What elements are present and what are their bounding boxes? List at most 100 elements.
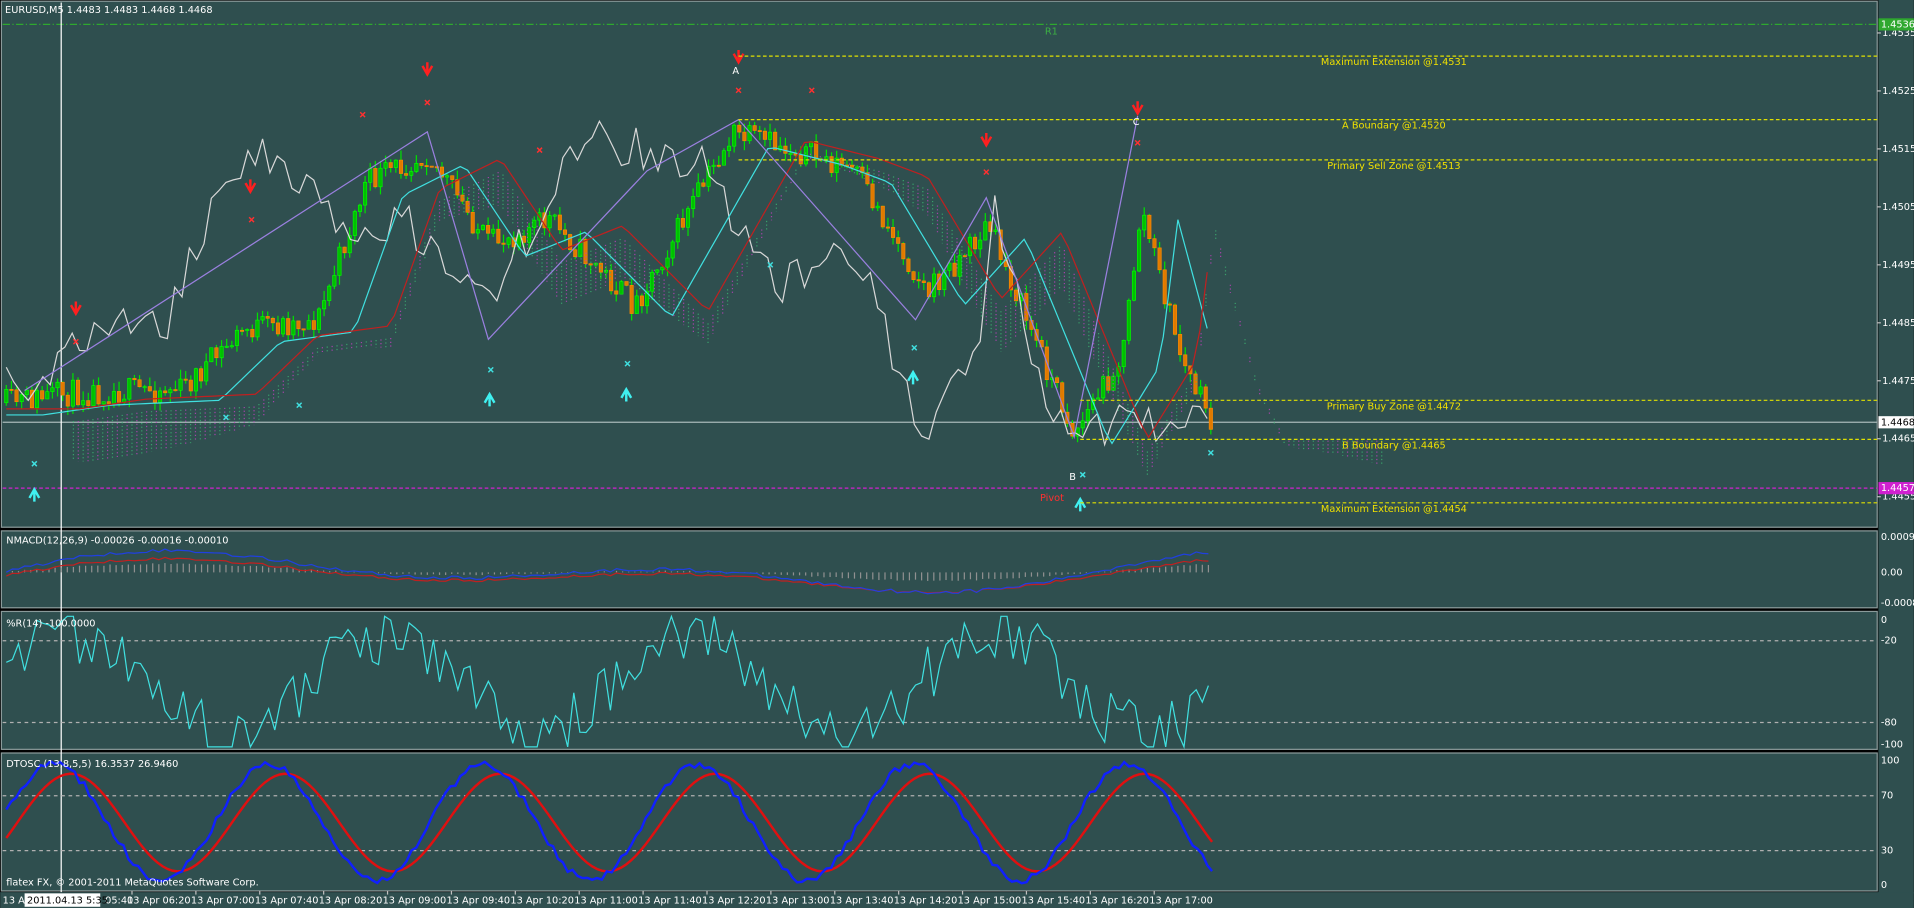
candle-body	[29, 389, 34, 409]
wpr-axis-label: 0	[1881, 615, 1887, 626]
candle-body	[142, 386, 147, 389]
candle-body	[311, 320, 316, 330]
sell-mark	[536, 147, 543, 154]
candle-body	[342, 246, 347, 254]
candle-body	[214, 347, 219, 359]
price-label: 1.4515	[1882, 144, 1914, 155]
candle-body	[301, 328, 306, 331]
candle-body	[409, 171, 414, 176]
dtosc-line	[5, 759, 1214, 885]
candle-body	[557, 214, 562, 231]
dtosc-axis-label: 0	[1881, 880, 1887, 891]
buy-mark	[296, 402, 303, 409]
kijun-line	[6, 147, 1208, 445]
candle-body	[1101, 376, 1106, 399]
candle-body	[670, 241, 675, 259]
candle-body	[460, 194, 465, 202]
candle-body	[1121, 339, 1126, 367]
candle-body	[265, 316, 270, 319]
dtosc-axis-label: 70	[1881, 791, 1893, 802]
candle-body	[1060, 382, 1065, 413]
candle-body	[1152, 238, 1157, 249]
wpr-axis-label: -20	[1881, 636, 1897, 647]
candle-body	[921, 280, 926, 284]
candle-body	[9, 389, 14, 391]
candle-body	[911, 271, 916, 280]
candle-body	[983, 221, 988, 241]
sell-mark	[72, 338, 79, 345]
candle-body	[19, 394, 24, 403]
cursor-time-box	[24, 893, 101, 907]
buy-arrow	[483, 391, 496, 407]
candle-body	[875, 205, 880, 209]
candle-body	[229, 345, 234, 348]
candle-body	[901, 243, 906, 260]
candle-body	[624, 281, 629, 286]
price-axis	[1878, 0, 1914, 894]
candle-body	[255, 319, 260, 338]
price-tag-label: 1.4457	[1881, 483, 1914, 494]
candle-body	[491, 228, 496, 234]
r1-label: R1	[1045, 27, 1058, 38]
candle-body	[762, 130, 767, 140]
buy-arrow	[28, 486, 41, 502]
price-tag	[1878, 18, 1914, 31]
candle-body	[388, 162, 393, 168]
candle-body	[906, 258, 911, 272]
wpr-line	[6, 614, 1209, 750]
time-fragment: 05:40	[105, 896, 133, 907]
buy-arrow	[907, 369, 920, 385]
candle-body	[434, 166, 439, 169]
price-label: 1.4475	[1882, 376, 1914, 387]
dtosc-axis-label: 100	[1881, 755, 1900, 766]
candle-body	[855, 166, 860, 169]
candle-body	[1096, 397, 1101, 400]
level-label: Primary Sell Zone @1.4513	[1327, 161, 1460, 172]
candle-body	[111, 391, 116, 404]
candle-body	[70, 379, 75, 407]
sell-arrow	[69, 301, 82, 317]
candle-body	[250, 329, 255, 338]
candle-body	[978, 239, 983, 250]
candle-body	[552, 214, 557, 217]
candle-body	[1080, 420, 1085, 429]
candle-body	[245, 329, 250, 331]
price-label: 1.4495	[1882, 260, 1914, 271]
time-label: 13 Apr 15:00	[958, 896, 1022, 907]
candle-body	[788, 152, 793, 155]
candle-body	[609, 269, 614, 292]
buy-mark	[223, 414, 229, 421]
candle-body	[204, 361, 209, 382]
candle-body	[1055, 377, 1060, 383]
time-label: 13 Apr 14:20	[894, 896, 958, 907]
candle-body	[993, 229, 998, 232]
candle-body	[865, 172, 870, 185]
candle-body	[117, 391, 122, 403]
candle-body	[639, 295, 644, 307]
time-label: 13 Apr 13:00	[766, 896, 830, 907]
candle-body	[619, 281, 624, 295]
candle-body	[332, 275, 337, 287]
candle-body	[973, 236, 978, 250]
candle-body	[952, 262, 957, 277]
candle-body	[1147, 214, 1152, 239]
candle-body	[1085, 409, 1090, 422]
price-tag	[1878, 482, 1914, 495]
candle-body	[916, 279, 921, 282]
candle-body	[35, 390, 40, 409]
candle-body	[486, 225, 491, 234]
candle-body	[163, 390, 168, 394]
time-label: 13 Apr 10:20	[510, 896, 574, 907]
candle-body	[76, 379, 81, 406]
sell-arrow	[980, 133, 993, 148]
candle-body	[588, 263, 593, 266]
candle-body	[752, 125, 757, 131]
tenkan-line	[6, 141, 1208, 439]
sell-mark	[808, 87, 815, 94]
time-label: 13 Apr 12:20	[702, 896, 766, 907]
price-tag-label: 1.4536	[1881, 19, 1914, 30]
time-label: 13 Apr 09:00	[383, 896, 447, 907]
